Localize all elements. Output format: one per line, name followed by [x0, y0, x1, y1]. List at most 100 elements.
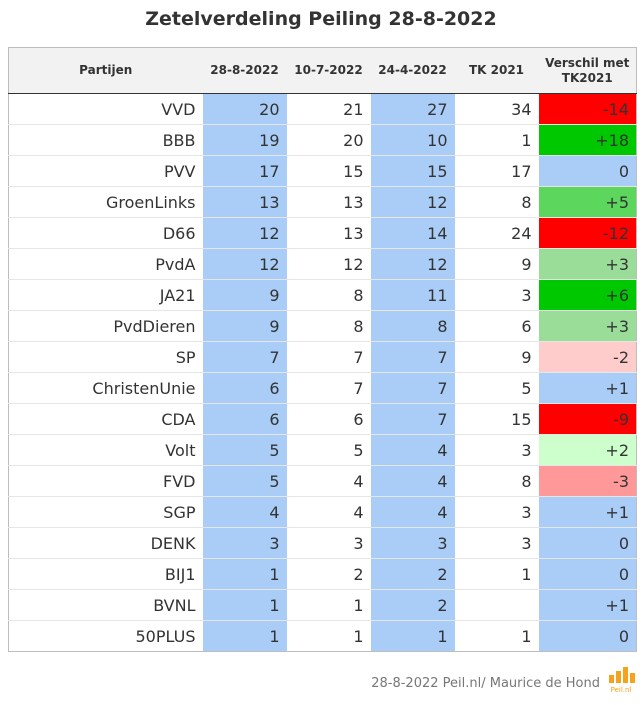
poll-table: Partijen 28-8-2022 10-7-2022 24-4-2022 T…	[8, 47, 637, 652]
diff-cell: 0	[538, 527, 637, 559]
column-header: 28-8-2022	[202, 47, 287, 94]
seat-cell: 24	[454, 217, 539, 249]
diff-cell: +3	[538, 310, 637, 342]
seat-cell: 13	[286, 217, 371, 249]
table-row: DENK 3 3 3 3 0	[8, 527, 637, 559]
column-header: TK 2021	[454, 47, 539, 94]
seat-cell: 7	[370, 403, 455, 435]
seat-cell: 15	[454, 403, 539, 435]
seat-cell: 8	[286, 310, 371, 342]
seat-cell: 7	[202, 341, 287, 373]
seat-cell: 5	[202, 434, 287, 466]
table-row: BIJ1 1 2 2 1 0	[8, 558, 637, 590]
seat-cell: 6	[286, 403, 371, 435]
seat-cell: 15	[370, 155, 455, 187]
seat-cell: 20	[202, 93, 287, 125]
seat-cell: 1	[202, 558, 287, 590]
table-row: CDA 6 6 7 15 -9	[8, 403, 637, 435]
column-header: Partijen	[8, 47, 203, 94]
seat-cell: 11	[370, 279, 455, 311]
seat-cell: 3	[286, 527, 371, 559]
party-name-cell: PvdDieren	[8, 310, 203, 342]
seat-cell: 27	[370, 93, 455, 125]
diff-cell: +2	[538, 434, 637, 466]
seat-cell: 13	[286, 186, 371, 218]
party-name-cell: D66	[8, 217, 203, 249]
diff-cell: 0	[538, 155, 637, 187]
header-row: Partijen 28-8-2022 10-7-2022 24-4-2022 T…	[8, 47, 637, 94]
seat-cell: 7	[370, 341, 455, 373]
source-footer: 28-8-2022 Peil.nl/ Maurice de Hond	[371, 676, 600, 691]
seat-cell: 8	[454, 186, 539, 218]
seat-cell: 17	[202, 155, 287, 187]
seat-cell: 1	[202, 620, 287, 652]
seat-cell: 2	[286, 558, 371, 590]
seat-cell: 4	[370, 496, 455, 528]
seat-cell: 4	[370, 465, 455, 497]
seat-cell: 6	[202, 403, 287, 435]
seat-cell: 15	[286, 155, 371, 187]
seat-cell: 2	[370, 589, 455, 621]
seat-cell: 34	[454, 93, 539, 125]
peil-logo: Peil.nl	[609, 667, 635, 693]
column-header: Verschil met TK2021	[538, 47, 637, 94]
seat-cell: 12	[286, 248, 371, 280]
seat-cell: 1	[286, 589, 371, 621]
seat-cell: 14	[370, 217, 455, 249]
seat-cell: 9	[454, 341, 539, 373]
table-row: Volt 5 5 4 3 +2	[8, 434, 637, 466]
seat-cell: 1	[370, 620, 455, 652]
party-name-cell: PvdA	[8, 248, 203, 280]
seat-cell: 1	[454, 124, 539, 156]
seat-cell: 7	[286, 341, 371, 373]
table-row: BVNL 1 1 2 +1	[8, 589, 637, 621]
diff-cell: -2	[538, 341, 637, 373]
party-name-cell: BVNL	[8, 589, 203, 621]
seat-cell: 2	[370, 558, 455, 590]
seat-cell: 6	[454, 310, 539, 342]
diff-cell: +1	[538, 496, 637, 528]
party-name-cell: JA21	[8, 279, 203, 311]
seat-cell: 1	[202, 589, 287, 621]
diff-cell: +5	[538, 186, 637, 218]
table-row: JA21 9 8 11 3 +6	[8, 279, 637, 311]
party-name-cell: FVD	[8, 465, 203, 497]
seat-cell: 13	[202, 186, 287, 218]
table-row: SGP 4 4 4 3 +1	[8, 496, 637, 528]
seat-cell: 3	[202, 527, 287, 559]
table-row: PVV 17 15 15 17 0	[8, 155, 637, 187]
seat-cell: 12	[370, 186, 455, 218]
seat-cell: 1	[454, 620, 539, 652]
column-header: 10-7-2022	[286, 47, 371, 94]
diff-cell: -3	[538, 465, 637, 497]
seat-cell: 1	[286, 620, 371, 652]
seat-cell: 12	[202, 248, 287, 280]
seat-cell: 5	[286, 434, 371, 466]
table-row: BBB 19 20 10 1 +18	[8, 124, 637, 156]
seat-cell: 21	[286, 93, 371, 125]
svg-text:Peil.nl: Peil.nl	[611, 686, 632, 693]
party-name-cell: CDA	[8, 403, 203, 435]
seat-cell: 3	[370, 527, 455, 559]
seat-cell: 6	[202, 372, 287, 404]
diff-cell: +1	[538, 372, 637, 404]
seat-cell: 4	[286, 465, 371, 497]
seat-cell: 9	[454, 248, 539, 280]
diff-cell: +3	[538, 248, 637, 280]
table-row: D66 12 13 14 24 -12	[8, 217, 637, 249]
diff-cell: +6	[538, 279, 637, 311]
seat-cell: 3	[454, 527, 539, 559]
table-row: PvdA 12 12 12 9 +3	[8, 248, 637, 280]
party-name-cell: SP	[8, 341, 203, 373]
seat-cell: 12	[370, 248, 455, 280]
seat-cell	[454, 589, 539, 621]
party-name-cell: 50PLUS	[8, 620, 203, 652]
seat-cell: 4	[202, 496, 287, 528]
table-row: 50PLUS 1 1 1 1 0	[8, 620, 637, 652]
party-name-cell: BBB	[8, 124, 203, 156]
party-name-cell: SGP	[8, 496, 203, 528]
seat-cell: 3	[454, 279, 539, 311]
table-row: ChristenUnie 6 7 7 5 +1	[8, 372, 637, 404]
diff-cell: -14	[538, 93, 637, 125]
party-name-cell: Volt	[8, 434, 203, 466]
